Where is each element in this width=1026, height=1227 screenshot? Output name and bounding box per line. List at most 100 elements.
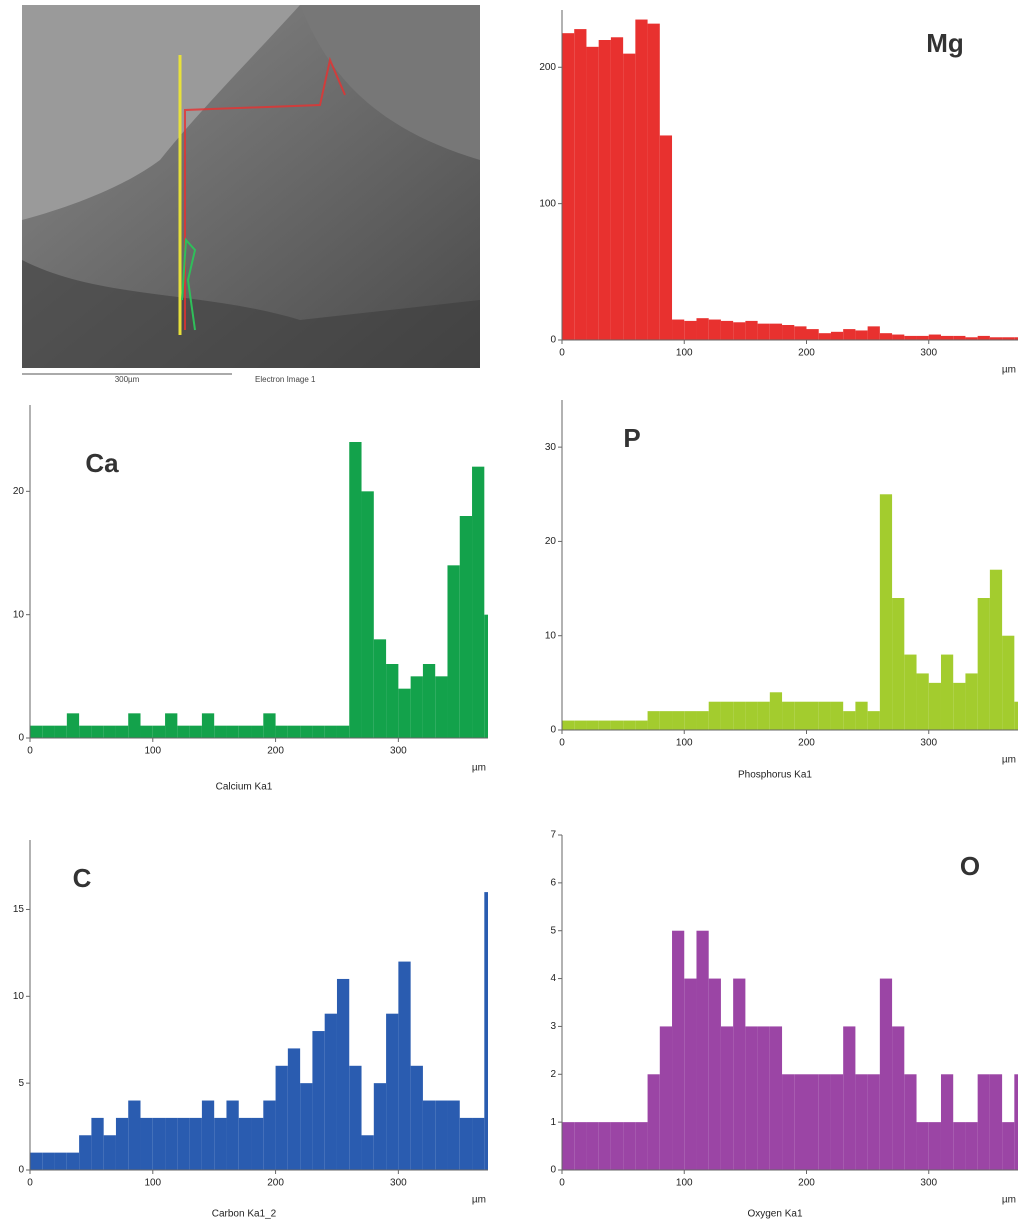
bar [989,569,1003,730]
x-tick-label: 100 [676,348,693,359]
y-tick-label: 0 [550,335,556,346]
bar [855,330,868,340]
bar [386,664,399,738]
bar [806,701,819,730]
y-tick-label: 5 [18,1078,24,1089]
x-unit: µm [1002,365,1016,376]
sem-mid-region [300,5,480,160]
bar [892,334,905,340]
bar [904,1074,917,1170]
bar [287,1048,301,1170]
bar [635,19,648,341]
bar [818,1074,831,1170]
bar [843,329,856,340]
mg-trace [184,56,346,330]
bar [757,701,770,730]
bar [879,978,893,1170]
bar [794,701,807,730]
signal-name: Calcium Ka1 [216,782,273,793]
bar [312,1031,325,1170]
bar [336,978,350,1170]
bar [745,701,758,730]
bar [361,1135,374,1170]
bar [672,711,685,730]
bar [373,639,387,738]
bar [892,1026,905,1170]
bar [928,334,941,340]
x-tick-label: 100 [144,1178,161,1189]
bar [1014,701,1018,730]
bar [977,1074,990,1170]
x-tick-label: 100 [144,746,161,757]
bar [953,682,966,730]
x-tick-label: 200 [267,1178,284,1189]
bar [757,323,770,340]
bar [720,320,734,340]
bar [940,654,954,730]
bar [263,713,276,738]
bar [818,333,831,340]
x-unit: µm [472,763,486,774]
x-tick-label: 0 [559,1178,565,1189]
y-tick-label: 0 [18,733,24,744]
bar [398,961,411,1170]
bar [904,654,917,730]
bar [855,1074,868,1170]
bar [965,673,978,730]
bar [54,1152,67,1170]
bar [42,1152,55,1170]
x-tick-label: 0 [559,348,565,359]
bar [696,318,709,340]
bar [989,337,1003,340]
bar [128,713,141,738]
bar [103,1135,116,1170]
bar [300,1083,313,1170]
y-tick-label: 0 [550,1165,556,1176]
bar [916,335,929,340]
bar [1014,1074,1018,1170]
bar [349,442,362,738]
x-tick-label: 0 [559,738,565,749]
bar [165,1117,178,1170]
y-tick-label: 4 [550,973,556,984]
bar [472,466,485,738]
bar [386,1013,399,1170]
bar [586,1122,599,1170]
bar [238,725,252,738]
bar [586,720,599,730]
bar [287,725,301,738]
bar [659,1026,673,1170]
bar [818,701,831,730]
bar [782,1074,795,1170]
bar [745,320,758,340]
y-tick-label: 200 [539,62,556,73]
bar [720,1026,734,1170]
bar [275,725,288,738]
bar [598,1122,611,1170]
bar [562,1122,575,1170]
y-tick-label: 5 [550,925,556,936]
bar [214,725,227,738]
y-tick-label: 10 [13,609,25,620]
y-tick-label: 10 [13,991,25,1002]
bar [647,23,660,341]
bar [574,29,587,340]
bar [708,319,721,340]
bar [152,725,166,738]
bar [684,320,697,340]
bar [989,1074,1003,1170]
bar [769,1026,783,1170]
y-tick-label: 6 [550,877,556,888]
bar [684,711,697,730]
bar [275,1065,288,1170]
bar [733,701,746,730]
bar [708,701,721,730]
bar [940,335,954,340]
bar [928,1122,941,1170]
bar [152,1117,166,1170]
bar [336,725,350,738]
bar [635,720,648,730]
bar [472,1117,485,1170]
bar [904,335,917,340]
